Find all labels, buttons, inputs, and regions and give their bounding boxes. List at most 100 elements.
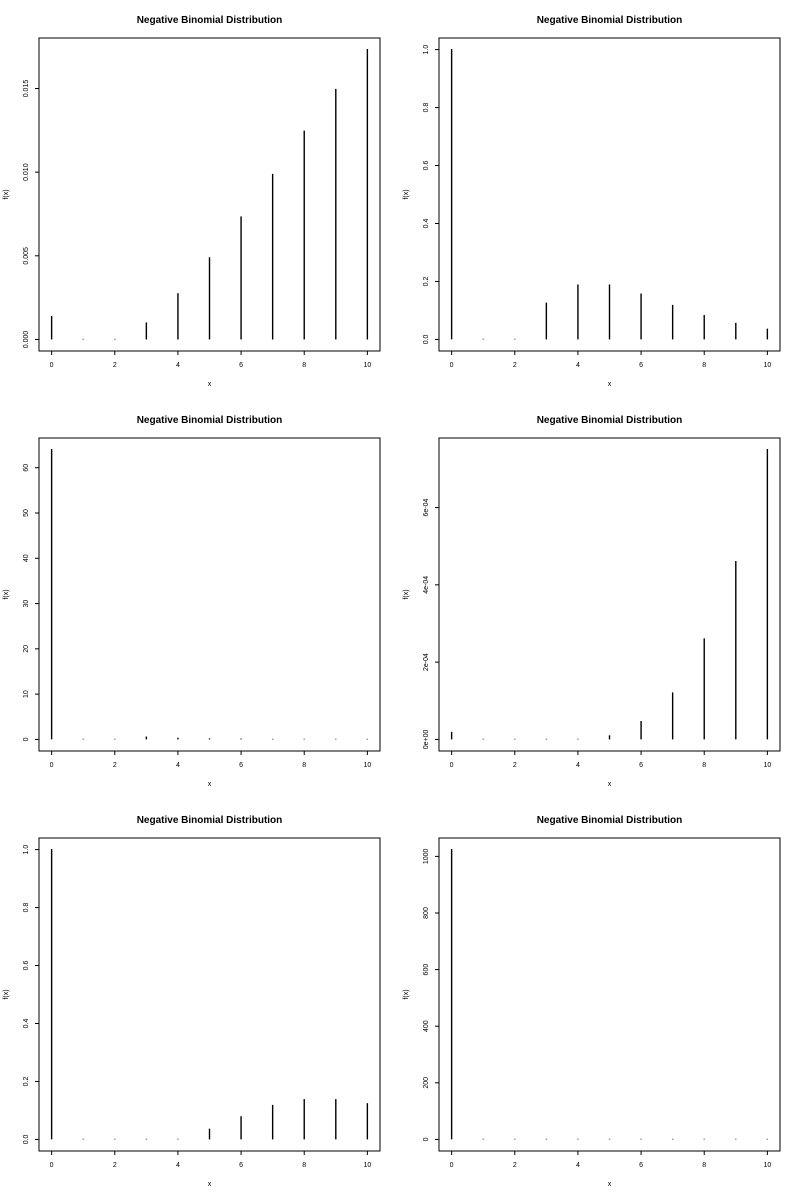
y-tick-label: 0.6 <box>423 161 430 171</box>
y-axis-label: f(x) <box>3 989 10 999</box>
y-tick-label: 0.8 <box>23 903 30 913</box>
x-tick-label: 6 <box>239 1162 243 1169</box>
y-axis-label: f(x) <box>403 989 410 999</box>
x-tick-label: 4 <box>576 362 580 369</box>
y-tick-label: 800 <box>423 907 430 919</box>
x-tick-label: 10 <box>763 1162 771 1169</box>
y-axis-label: f(x) <box>403 589 410 599</box>
y-tick-label: 1.0 <box>423 45 430 55</box>
x-tick-label: 2 <box>513 1162 517 1169</box>
x-tick-label: 0 <box>450 362 454 369</box>
x-tick-label: 4 <box>176 762 180 769</box>
y-tick-label: 1.0 <box>23 845 30 855</box>
y-tick-label: 600 <box>423 964 430 976</box>
y-axis-label: f(x) <box>3 589 10 599</box>
plot-frame <box>438 837 781 1152</box>
y-tick-label: 0 <box>423 1137 430 1141</box>
x-tick-label: 8 <box>302 1162 306 1169</box>
x-tick-label: 10 <box>763 762 771 769</box>
x-tick-label: 10 <box>363 1162 371 1169</box>
x-tick-label: 6 <box>239 762 243 769</box>
y-tick-label: 400 <box>423 1020 430 1032</box>
x-tick-label: 10 <box>363 362 371 369</box>
chart-panel-3: Negative Binomial Distribution 0 2 4 6 8 10 0 10… <box>3 415 381 788</box>
y-tick-label: 0.4 <box>423 219 430 229</box>
chart-title: Negative Binomial Distribution <box>537 415 683 426</box>
x-tick-label: 0 <box>50 762 54 769</box>
x-tick-label: 6 <box>639 362 643 369</box>
x-tick-label: 0 <box>450 762 454 769</box>
x-tick-label: 8 <box>302 762 306 769</box>
x-tick-label: 10 <box>363 762 371 769</box>
x-axis-label: x <box>608 381 612 388</box>
x-tick-label: 10 <box>763 362 771 369</box>
plot-frame <box>38 837 381 1152</box>
y-tick-label: 0.015 <box>23 80 30 98</box>
y-tick-label: 0.6 <box>23 961 30 971</box>
y-axis-label: f(x) <box>403 189 410 199</box>
x-axis-label: x <box>608 1181 612 1188</box>
plot-frame <box>438 37 781 352</box>
y-tick-label: 0.2 <box>423 276 430 286</box>
x-tick-label: 2 <box>113 762 117 769</box>
plot-frame <box>38 437 381 752</box>
x-tick-label: 8 <box>702 762 706 769</box>
x-axis-label: x <box>208 381 212 388</box>
chart-panel-2: Negative Binomial Distribution 0 2 4 6 8 10 0.0… <box>403 15 781 388</box>
chart-panel-1: Negative Binomial Distribution 0 2 4 6 8 10 0.0… <box>3 15 381 388</box>
x-tick-label: 2 <box>513 362 517 369</box>
x-tick-label: 8 <box>302 362 306 369</box>
x-tick-label: 2 <box>113 362 117 369</box>
chart-title: Negative Binomial Distribution <box>537 815 683 826</box>
x-tick-label: 0 <box>50 362 54 369</box>
chart-panel-4: Negative Binomial Distribution 0 2 4 6 8 10 0e+… <box>403 415 781 788</box>
y-tick-label: 0.8 <box>423 103 430 113</box>
y-tick-label: 50 <box>23 509 30 517</box>
x-tick-label: 0 <box>450 1162 454 1169</box>
x-tick-label: 6 <box>639 1162 643 1169</box>
y-tick-label: 0 <box>23 737 30 741</box>
y-tick-label: 60 <box>23 464 30 472</box>
y-tick-label: 1000 <box>423 848 430 864</box>
x-tick-label: 6 <box>239 362 243 369</box>
chart-title: Negative Binomial Distribution <box>137 15 283 26</box>
x-tick-label: 6 <box>639 762 643 769</box>
y-tick-label: 0.4 <box>23 1019 30 1029</box>
y-tick-label: 20 <box>23 645 30 653</box>
y-tick-label: 0.0 <box>423 334 430 344</box>
chart-panel-6: Negative Binomial Distribution 0 2 4 6 8 10 0 20… <box>403 815 781 1188</box>
y-tick-label: 2e-04 <box>423 653 430 671</box>
x-tick-label: 4 <box>576 1162 580 1169</box>
x-tick-label: 8 <box>702 1162 706 1169</box>
y-tick-label: 0.000 <box>23 331 30 349</box>
y-tick-label: 0.2 <box>23 1076 30 1086</box>
y-tick-label: 30 <box>23 600 30 608</box>
chart-title: Negative Binomial Distribution <box>137 415 283 426</box>
x-axis-label: x <box>208 781 212 788</box>
y-tick-label: 0.010 <box>23 163 30 181</box>
y-axis-label: f(x) <box>3 189 10 199</box>
x-axis-label: x <box>208 1181 212 1188</box>
x-tick-label: 4 <box>576 762 580 769</box>
y-tick-label: 4e-04 <box>423 576 430 594</box>
plot-frame <box>438 437 781 752</box>
y-tick-label: 0.005 <box>23 247 30 265</box>
y-tick-label: 0.0 <box>23 1134 30 1144</box>
x-tick-label: 0 <box>50 1162 54 1169</box>
plot-frame <box>38 37 381 352</box>
y-tick-label: 200 <box>423 1077 430 1089</box>
chart-title: Negative Binomial Distribution <box>137 815 283 826</box>
chart-title: Negative Binomial Distribution <box>537 15 683 26</box>
y-tick-label: 6e-04 <box>423 498 430 516</box>
x-tick-label: 2 <box>113 1162 117 1169</box>
x-tick-label: 4 <box>176 1162 180 1169</box>
y-tick-label: 40 <box>23 554 30 562</box>
x-axis-label: x <box>608 781 612 788</box>
y-tick-label: 10 <box>23 690 30 698</box>
x-tick-label: 8 <box>702 362 706 369</box>
chart-panel-5: Negative Binomial Distribution 0 2 4 6 8 10 0.0… <box>3 815 381 1188</box>
x-tick-label: 2 <box>513 762 517 769</box>
y-tick-label: 0e+00 <box>423 729 430 749</box>
x-tick-label: 4 <box>176 362 180 369</box>
